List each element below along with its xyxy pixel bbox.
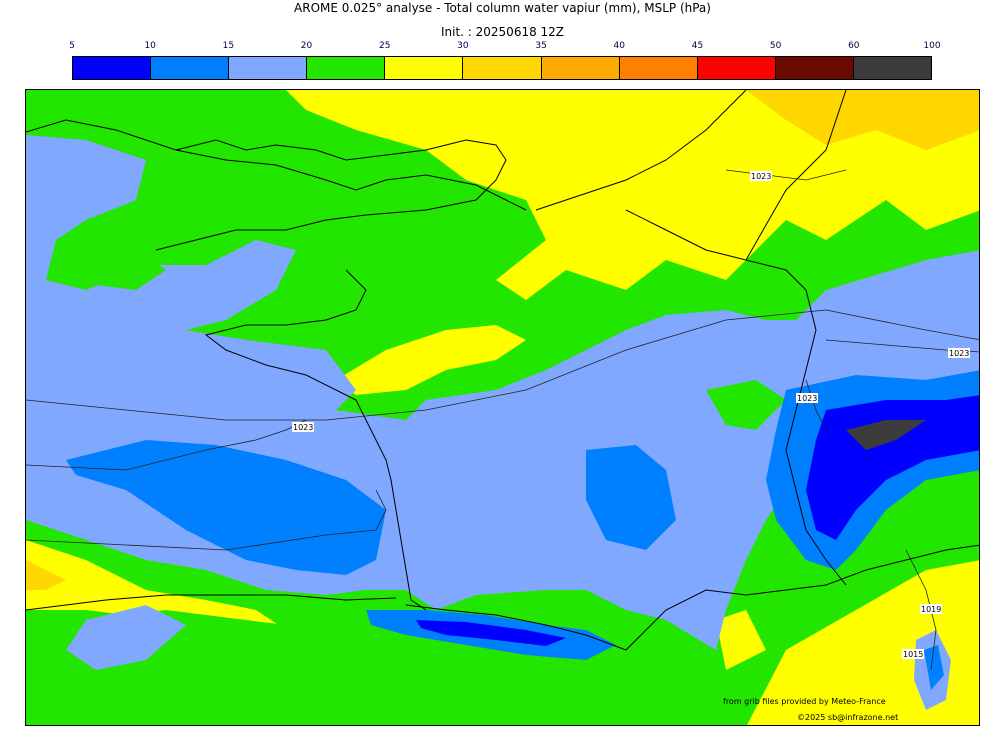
colorbar-segment <box>151 57 230 79</box>
colorbar-tick-label: 30 <box>457 41 469 51</box>
colorbar-tick-label: 5 <box>69 41 75 51</box>
isobar-label-box <box>920 604 942 614</box>
colorbar-segment <box>463 57 542 79</box>
colorbar-tick-label: 50 <box>769 41 782 51</box>
coastline <box>26 119 527 211</box>
national-border <box>625 209 847 586</box>
map-title: AROME 0.025° analyse - Total column wate… <box>294 1 711 15</box>
isobar <box>805 379 827 431</box>
colorbar-segment <box>853 57 932 79</box>
moisture-field-30-35 <box>746 90 979 150</box>
colorbar-tick-label: 35 <box>535 41 547 51</box>
colorbar-tick-label: 60 <box>848 41 860 51</box>
coastline <box>535 90 747 211</box>
source-credit: from grib files provided by Meteo-France <box>723 697 886 706</box>
isobar <box>26 489 387 551</box>
isobar <box>725 169 847 181</box>
moisture-field-15-20 <box>66 605 186 670</box>
coastline <box>155 139 507 251</box>
colorbar-segment <box>307 57 386 79</box>
colorbar-segment <box>775 57 854 79</box>
colorbar-segment <box>229 57 308 79</box>
isobar-label-box <box>292 422 314 432</box>
moisture-field-25-30 <box>336 325 526 395</box>
national-border <box>405 604 627 651</box>
isobar-label-box <box>902 649 924 659</box>
colorbar-tick-label: 10 <box>144 41 156 51</box>
colorbar-segment <box>73 57 152 79</box>
weather-map[interactable]: 1023 1023 1023 1023 1019 1015 from grib … <box>25 89 980 726</box>
isobar-label: 1023 <box>797 394 817 403</box>
isobar <box>26 419 307 471</box>
coastline <box>204 269 427 611</box>
moisture-field-10-15 <box>586 445 676 550</box>
moisture-field-25-30 <box>286 90 979 300</box>
moisture-field-20-25 <box>706 380 786 430</box>
colorbar-segment <box>619 57 698 79</box>
moisture-field-25-30 <box>26 540 286 630</box>
moisture-field-30-35 <box>26 560 66 590</box>
colorbar-segment <box>385 57 464 79</box>
copyright-credit: ©2025 sb@infrazone.net <box>797 713 899 722</box>
isobar-label-box <box>750 171 772 181</box>
moisture-field-60-100 <box>846 420 926 450</box>
colorbar-segment <box>697 57 776 79</box>
colorbar-tick-label: 25 <box>378 41 391 51</box>
moisture-field-5-10 <box>416 620 566 646</box>
colorbar-tick-label: 45 <box>691 41 704 51</box>
moisture-field-25-30 <box>716 610 766 670</box>
isobar-label-box <box>796 393 818 403</box>
isobar-label-box <box>948 348 970 358</box>
isobar-label: 1015 <box>903 650 923 659</box>
isobar-labels: 1023 1023 1023 1023 1019 1015 <box>292 171 970 659</box>
national-border <box>745 90 847 261</box>
isobar-label: 1023 <box>293 423 313 432</box>
isobar-label: 1019 <box>921 605 941 614</box>
isobar-label: 1023 <box>751 172 771 181</box>
map-canvas: 1023 1023 1023 1023 1019 1015 <box>26 90 979 725</box>
colorbar-tick-label: 100 <box>923 41 941 51</box>
coastline <box>26 594 397 611</box>
moisture-field-10-15 <box>66 440 386 575</box>
moisture-field-20-25 <box>406 230 486 265</box>
colorbar-segment <box>541 57 620 79</box>
colorbar-tick-label: 20 <box>300 41 313 51</box>
colorbar <box>72 56 932 80</box>
coastline <box>625 544 979 651</box>
colorbar-tick-label: 40 <box>613 41 625 51</box>
isobar-label: 1023 <box>949 349 969 358</box>
isobar <box>26 309 979 421</box>
moisture-field-20-25 <box>86 250 166 290</box>
moisture-field-10-15 <box>924 645 944 690</box>
init-time: Init. : 20250618 12Z <box>440 25 565 39</box>
colorbar-tick-label: 15 <box>222 41 235 51</box>
